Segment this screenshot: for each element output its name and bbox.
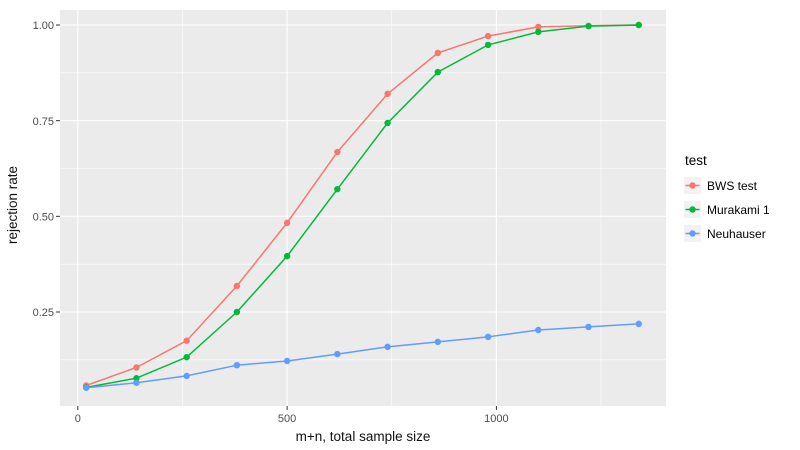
legend-entry-bws-test: BWS test xyxy=(684,177,770,194)
data-point-series-0 xyxy=(434,49,442,57)
legend-entry-neuhauser: Neuhauser xyxy=(684,225,770,242)
data-point-series-1 xyxy=(183,353,190,361)
data-point-series-2 xyxy=(334,350,341,358)
data-point-series-2 xyxy=(283,357,291,365)
data-point-series-1 xyxy=(283,252,291,260)
data-point-series-2 xyxy=(133,379,140,386)
y-tick-label: 1.00 xyxy=(33,20,54,32)
y-axis-title: rejection rate xyxy=(5,166,20,244)
data-point-series-2 xyxy=(82,384,90,391)
y-tick-label: 0.25 xyxy=(33,307,54,319)
data-point-series-0 xyxy=(384,90,391,98)
x-tick-label: 1000 xyxy=(484,413,508,425)
legend-title: test xyxy=(685,153,707,168)
data-point-series-2 xyxy=(434,338,442,346)
data-point-series-0 xyxy=(283,219,291,227)
data-point-series-1 xyxy=(585,22,592,30)
legend-key-swatch xyxy=(684,225,701,242)
data-point-series-2 xyxy=(233,361,241,369)
data-point-series-1 xyxy=(484,41,492,49)
data-point-series-0 xyxy=(183,337,190,344)
plot-layer xyxy=(56,10,666,410)
series-line-1 xyxy=(86,24,639,389)
data-point-series-1 xyxy=(233,308,241,316)
x-tick-label: 0 xyxy=(75,413,81,425)
data-point-series-2 xyxy=(635,320,642,328)
series-line-2 xyxy=(86,323,639,389)
data-point-series-2 xyxy=(384,343,391,351)
data-point-series-1 xyxy=(635,21,642,29)
data-point-series-1 xyxy=(535,28,542,36)
data-point-series-1 xyxy=(384,119,391,127)
data-point-series-0 xyxy=(535,23,542,31)
data-point-series-2 xyxy=(484,333,492,341)
legend-label: BWS test xyxy=(707,178,758,193)
data-point-series-2 xyxy=(535,326,542,334)
x-axis-title: m+n, total sample size xyxy=(296,429,431,444)
data-point-series-0 xyxy=(484,32,492,40)
x-tick-label: 500 xyxy=(278,413,296,425)
legend-key-swatch xyxy=(684,177,701,194)
legend-label: Murakami 1 xyxy=(707,202,770,217)
data-point-series-1 xyxy=(434,68,442,76)
data-point-series-2 xyxy=(585,323,592,331)
y-tick-label: 0.75 xyxy=(33,116,54,128)
data-point-series-0 xyxy=(233,282,241,290)
plot-panel xyxy=(60,10,666,406)
data-point-series-0 xyxy=(334,148,341,156)
data-point-series-1 xyxy=(334,185,341,193)
legend-key-swatch xyxy=(684,201,701,218)
data-point-series-0 xyxy=(133,364,140,371)
legend: test BWS test Murakami 1 Neuhauser xyxy=(684,153,770,249)
y-tick-label: 0.50 xyxy=(33,212,54,224)
data-point-series-2 xyxy=(183,372,190,380)
series-line-0 xyxy=(85,24,639,387)
data-point-series-1 xyxy=(133,375,140,382)
legend-entry-murakami-1: Murakami 1 xyxy=(684,201,770,218)
legend-label: Neuhauser xyxy=(707,226,766,241)
